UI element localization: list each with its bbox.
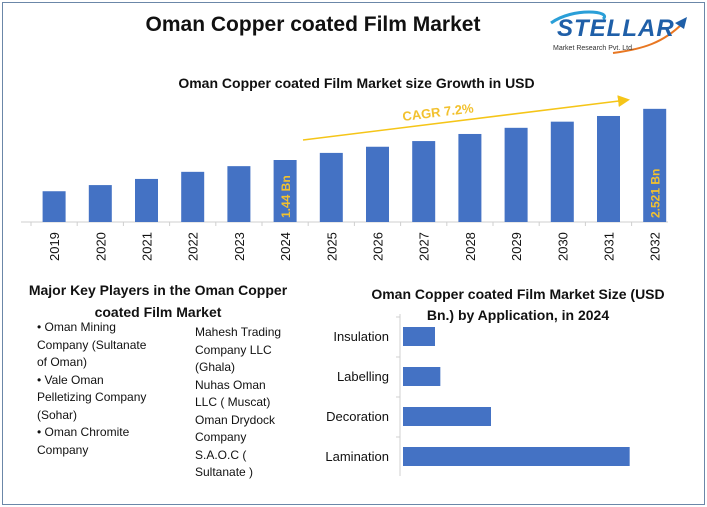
- player-item: Oman Drydock Company S.A.O.C ( Sultanate…: [195, 412, 276, 480]
- bar-2019: [42, 191, 66, 222]
- x-tick-label: 2028: [463, 232, 478, 261]
- x-tick-label: 2019: [47, 232, 62, 261]
- y-tick-label: Lamination: [325, 449, 389, 464]
- application-chart: Insulation Labelling Decoration Lamination: [325, 314, 630, 476]
- player-item: Nuhas Oman LLC ( Muscat): [195, 377, 271, 410]
- stellar-logo: STELLAR Market Research Pvt. Ltd.: [543, 9, 693, 57]
- bar-insulation: [403, 327, 435, 346]
- y-tick-label: Labelling: [337, 369, 389, 384]
- x-tick-label: 2024: [278, 232, 293, 261]
- y-tick-label: Decoration: [326, 409, 389, 424]
- bar-2026: [366, 146, 389, 222]
- x-tick-label: 2030: [555, 232, 570, 261]
- x-tick-label: 2023: [232, 232, 247, 261]
- application-chart-title: Oman Copper coated Film Market Size (USD…: [371, 286, 665, 323]
- players-column-1: • Oman Mining Company (Sultanate of Oman…: [37, 319, 147, 459]
- bar-2028: [458, 133, 482, 222]
- bar-2031: [597, 115, 620, 222]
- x-tick-label: 2021: [140, 232, 155, 261]
- y-tick-label: Insulation: [333, 329, 389, 344]
- players-column-2: Mahesh Trading Company LLC (Ghala) Nuhas…: [195, 324, 290, 482]
- player-item: Mahesh Trading Company LLC (Ghala): [195, 325, 282, 374]
- bar-2030: [550, 121, 574, 222]
- bar-2023: [227, 166, 251, 222]
- bar-2032: [643, 108, 667, 222]
- bar-2021: [135, 178, 158, 222]
- bar-labelling: [403, 367, 441, 386]
- player-item: • Vale Oman Pelletizing Company (Sohar): [37, 372, 147, 422]
- x-tick-label: 2029: [509, 232, 524, 261]
- logo-swoosh-icon: [550, 10, 687, 54]
- main-title: Oman Copper coated Film Market: [145, 13, 481, 36]
- bar-2025: [319, 152, 343, 222]
- data-label-2032: 2.521 Bn: [649, 169, 663, 218]
- data-label-2024: 1.44 Bn: [279, 175, 293, 218]
- bar-2029: [504, 127, 528, 222]
- x-tick-label: 2026: [371, 232, 386, 261]
- bar-2022: [181, 171, 205, 222]
- logo-subtitle: Market Research Pvt. Ltd.: [553, 45, 634, 52]
- x-tick-label: 2022: [186, 232, 201, 261]
- logo-name: STELLAR: [557, 15, 675, 42]
- x-tick-label: 2025: [324, 232, 339, 261]
- bar-lamination: [403, 447, 630, 466]
- bar-2024: [273, 160, 297, 222]
- bar-decoration: [403, 407, 491, 426]
- player-item: • Oman Chromite Company: [37, 425, 130, 457]
- x-tick-label: 2031: [602, 232, 617, 261]
- player-item: • Oman Mining Company (Sultanate of Oman…: [37, 320, 147, 369]
- x-tick-label: 2020: [93, 232, 108, 261]
- bar-2020: [88, 185, 112, 222]
- bar-2027: [412, 141, 436, 222]
- players-title: Major Key Players in the Oman Copper coa…: [28, 282, 288, 320]
- cagr-arrow: [302, 95, 630, 141]
- x-tick-label: 2027: [417, 232, 432, 261]
- growth-chart-title: Oman Copper coated Film Market size Grow…: [178, 75, 535, 91]
- x-tick-label: 2032: [648, 232, 663, 261]
